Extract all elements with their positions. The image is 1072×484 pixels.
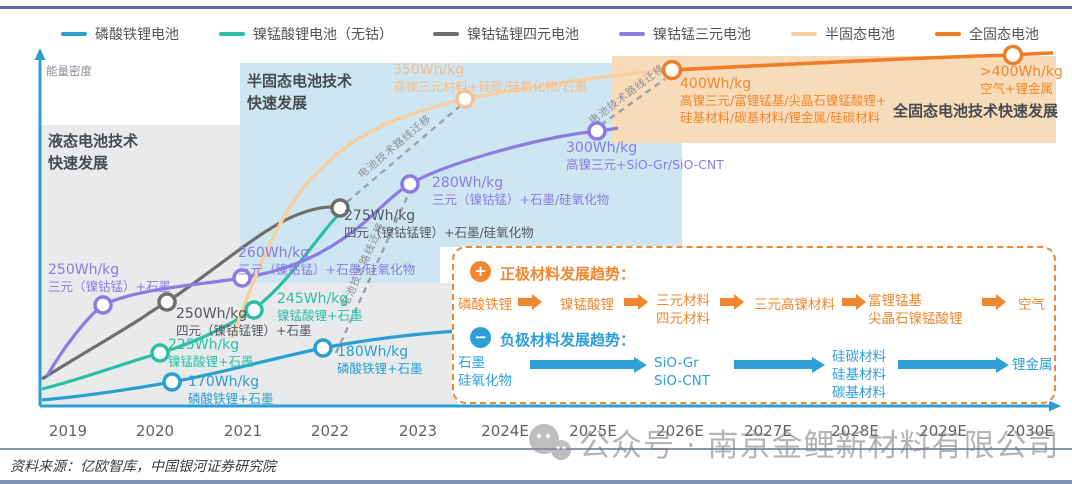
legend-label: 半固态电池	[825, 27, 895, 43]
legend-label: 全固态电池	[969, 27, 1039, 43]
material-trend-box: + 正极材料发展趋势： 磷酸铁锂 镍锰酸锂 三元材料 四元材料 三元高镍材料 富…	[452, 246, 1056, 404]
negative-item-2: 硅碳材料 硅基材料 碳基材料	[832, 349, 886, 402]
minus-icon: −	[470, 327, 491, 348]
legend-label: 磷酸铁锂电池	[95, 27, 179, 43]
solidstate-phase-label: 全固态电池技术快速发展	[893, 102, 1059, 120]
watermark: 公众号 · 南京金鲤新材料有限公司	[527, 420, 1060, 465]
positive-item-5: 空气	[1018, 297, 1045, 313]
negative-trend-title: 负极材料发展趋势：	[500, 331, 636, 349]
legend-swatch	[219, 32, 245, 36]
x-axis-arrowhead	[1049, 400, 1061, 412]
label-260whkg: 260Wh/kg 三元（镍钴锰）+石墨/硅氧化物	[238, 245, 416, 278]
x-tick-2027e: 2027E	[744, 422, 792, 440]
x-tick-2020: 2020	[135, 422, 175, 440]
legend-item-lfp: 磷酸铁锂电池	[61, 24, 179, 44]
x-tick-2021: 2021	[223, 422, 263, 440]
legend-label: 镍锰酸锂电池（无钴）	[253, 27, 393, 43]
legend-swatch	[619, 32, 645, 36]
negative-item-3: 锂金属	[1012, 357, 1053, 373]
legend-item-semisolid: 半固态电池	[791, 24, 895, 44]
x-tick-2030e: 2030E	[1006, 422, 1054, 440]
legend: 磷酸铁锂电池 镍锰酸锂电池（无钴） 镍钴锰锂四元电池 镍钴锰三元电池 半固态电池…	[40, 24, 1060, 44]
legend-label: 镍钴锰三元电池	[653, 27, 751, 43]
legend-swatch	[791, 32, 817, 36]
right-arrow-icon	[518, 294, 542, 310]
x-tick-2022: 2022	[310, 422, 350, 440]
x-tick-2023: 2023	[398, 422, 438, 440]
positive-item-3: 三元高镍材料	[754, 297, 835, 313]
label-180whkg: 180Wh/kg 磷酸铁锂+石墨	[337, 344, 423, 377]
x-tick-2028e: 2028E	[831, 422, 879, 440]
legend-swatch	[433, 32, 459, 36]
plus-icon: +	[470, 261, 491, 282]
label-225whkg: 225Wh/kg 镍锰酸锂+石墨	[168, 337, 254, 370]
positive-item-2: 三元材料 四元材料	[656, 293, 710, 328]
positive-item-0: 磷酸铁锂	[458, 297, 512, 313]
long-right-arrow-icon	[530, 356, 647, 373]
liquid-phase-label: 液态电池技术 快速发展	[48, 132, 139, 172]
right-arrow-icon	[842, 294, 866, 310]
label-400whkg: 400Wh/kg 高镍三元/富锂锰基/尖晶石镍锰酸锂+ 硅基材料/碳基材料/锂金…	[680, 76, 887, 125]
x-tick-2024e: 2024E	[481, 422, 529, 440]
x-tick-2026e: 2026E	[656, 422, 704, 440]
label-275whkg: 275Wh/kg 四元（镍钴锰锂）+石墨/硅氧化物	[344, 208, 534, 241]
y-axis-label: 能量密度	[46, 64, 92, 78]
label-170whkg: 170Wh/kg 磷酸铁锂+石墨	[188, 374, 274, 407]
legend-swatch	[61, 32, 87, 36]
x-tick-2025e: 2025E	[569, 422, 617, 440]
semisolid-phase-label: 半固态电池技术 快速发展	[247, 72, 353, 112]
wechat-icon	[529, 423, 571, 460]
x-tick-2019: 2019	[48, 422, 88, 440]
legend-label: 镍钴锰锂四元电池	[467, 27, 579, 43]
legend-item-lnmo: 镍锰酸锂电池（无钴）	[219, 24, 393, 44]
positive-item-4: 富锂锰基 尖晶石镍锰酸锂	[868, 293, 963, 328]
y-axis-arrowhead	[34, 48, 46, 60]
long-right-arrow-icon	[734, 356, 825, 373]
top-divider	[0, 6, 1072, 9]
label-245whkg: 245Wh/kg 镍锰酸锂+石墨	[277, 291, 363, 324]
legend-item-solid: 全固态电池	[935, 24, 1039, 44]
label-350whkg: 350Wh/kg 高镍三元材料+硅碳/硅氧化物/石墨	[393, 62, 587, 95]
label-280whkg: 280Wh/kg 三元（镍钴锰）+石墨/硅氧化物	[432, 175, 610, 208]
source-note: 资料来源：亿欧智库，中国银河证券研究院	[10, 459, 276, 475]
right-arrow-icon	[624, 294, 648, 310]
negative-item-1: SiO-Gr SiO-CNT	[654, 355, 710, 390]
positive-trend-title: 正极材料发展趋势：	[500, 265, 636, 283]
right-arrow-icon	[720, 294, 744, 310]
positive-item-1: 镍锰酸锂	[560, 297, 614, 313]
long-right-arrow-icon	[898, 356, 1009, 373]
watermark-text: 公众号 · 南京金鲤新材料有限公司	[579, 428, 1060, 464]
label-300whkg: 300Wh/kg 高镍三元+SiO-Gr/SiO-CNT	[566, 140, 724, 173]
legend-swatch	[935, 32, 961, 36]
legend-item-ncm: 镍钴锰三元电池	[619, 24, 751, 44]
legend-item-quaternary: 镍钴锰锂四元电池	[433, 24, 579, 44]
label-250whkg-ncm: 250Wh/kg 三元（镍钴锰）+石墨	[48, 262, 171, 295]
x-tick-2029e: 2029E	[919, 422, 967, 440]
negative-item-0: 石墨 硅氧化物	[458, 355, 512, 390]
right-arrow-icon	[982, 294, 1006, 310]
label-400plus-whkg: >400Wh/kg 空气+锂金属	[980, 64, 1063, 97]
bottom-divider	[0, 480, 1072, 484]
